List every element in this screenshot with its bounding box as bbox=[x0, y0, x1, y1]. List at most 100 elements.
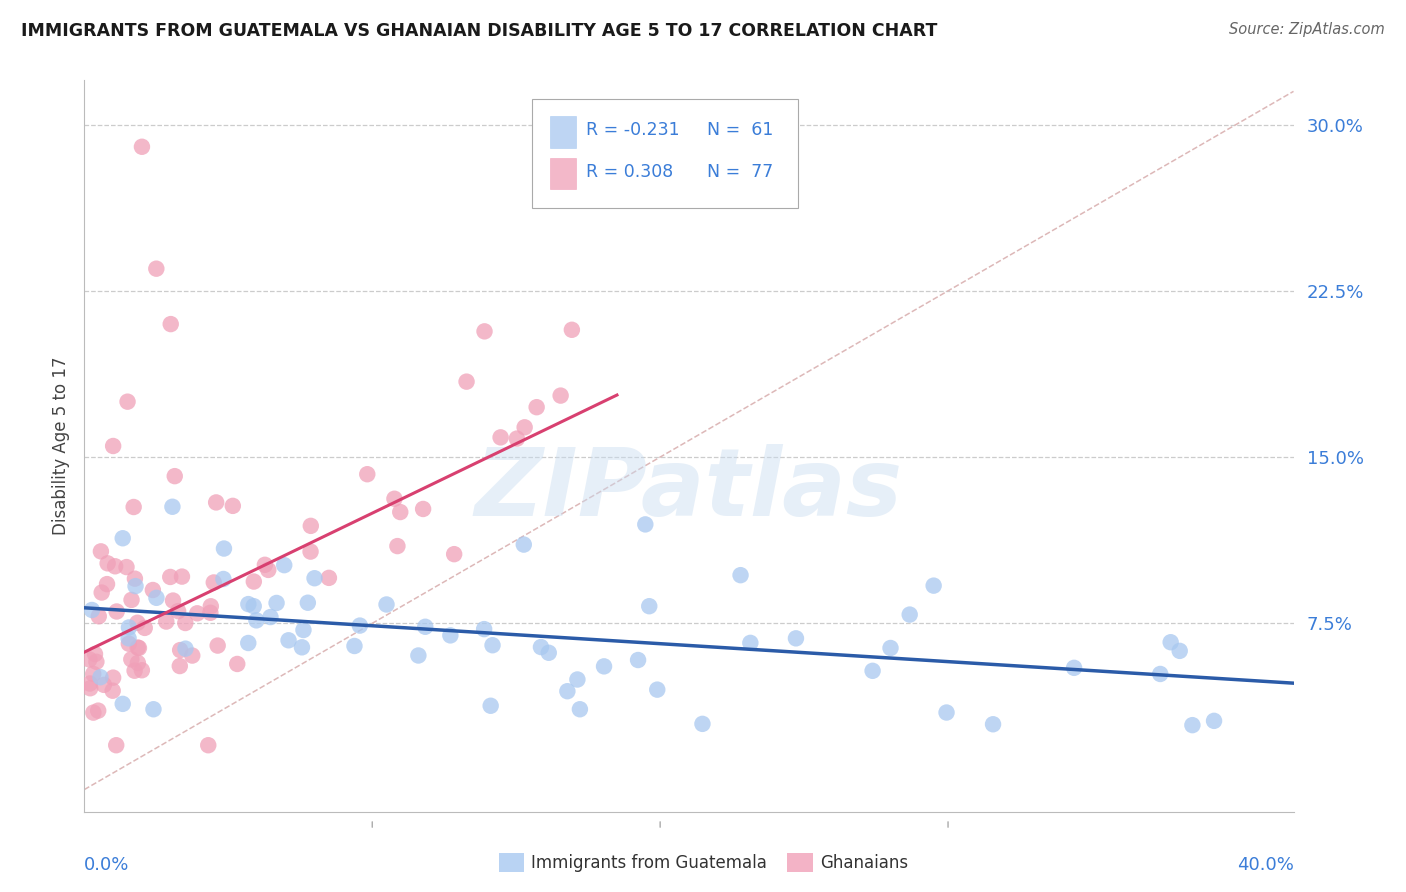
Point bbox=[479, 698, 502, 713]
Point bbox=[163, 469, 186, 483]
FancyBboxPatch shape bbox=[531, 99, 797, 209]
Point bbox=[87, 609, 110, 624]
Point bbox=[117, 394, 139, 409]
Point bbox=[273, 558, 295, 573]
Point bbox=[124, 579, 146, 593]
Point bbox=[86, 655, 108, 669]
Point bbox=[87, 704, 110, 718]
Point bbox=[226, 657, 249, 671]
Point bbox=[550, 388, 572, 402]
Point bbox=[79, 681, 101, 696]
Point bbox=[96, 577, 118, 591]
Point bbox=[124, 664, 146, 678]
Text: Source: ZipAtlas.com: Source: ZipAtlas.com bbox=[1229, 22, 1385, 37]
Point bbox=[243, 574, 266, 589]
Point bbox=[97, 557, 120, 571]
Text: N =  61: N = 61 bbox=[707, 121, 773, 139]
Point bbox=[530, 640, 553, 654]
Point bbox=[90, 544, 112, 558]
Text: Immigrants from Guatemala: Immigrants from Guatemala bbox=[531, 854, 768, 871]
Point bbox=[101, 671, 124, 685]
Point bbox=[245, 613, 267, 627]
Point bbox=[981, 717, 1004, 731]
Point bbox=[104, 559, 127, 574]
Point bbox=[79, 652, 101, 666]
Point bbox=[389, 505, 412, 519]
Point bbox=[131, 140, 153, 154]
Point bbox=[253, 558, 276, 572]
Point bbox=[128, 640, 150, 655]
Point bbox=[197, 738, 219, 752]
Point bbox=[115, 560, 138, 574]
Point bbox=[200, 599, 222, 614]
Point bbox=[101, 683, 124, 698]
Bar bbox=[550, 116, 576, 147]
Text: ZIPatlas: ZIPatlas bbox=[475, 444, 903, 536]
Point bbox=[205, 495, 228, 509]
Point bbox=[692, 717, 714, 731]
Point bbox=[506, 432, 529, 446]
Point bbox=[122, 500, 145, 514]
Point bbox=[526, 400, 548, 414]
Point bbox=[634, 517, 657, 532]
Point bbox=[118, 620, 141, 634]
Point bbox=[202, 575, 225, 590]
Point bbox=[200, 606, 222, 620]
Point bbox=[456, 375, 478, 389]
Point bbox=[170, 569, 193, 583]
Text: 0.0%: 0.0% bbox=[84, 855, 129, 873]
Point bbox=[124, 572, 146, 586]
Point bbox=[384, 491, 406, 506]
Point bbox=[638, 599, 661, 614]
Text: 40.0%: 40.0% bbox=[1237, 855, 1294, 873]
Point bbox=[277, 633, 299, 648]
Y-axis label: Disability Age 5 to 17: Disability Age 5 to 17 bbox=[52, 357, 70, 535]
Point bbox=[82, 706, 104, 720]
Point bbox=[90, 585, 112, 599]
Point bbox=[387, 539, 409, 553]
Point bbox=[174, 615, 197, 630]
Text: N =  77: N = 77 bbox=[707, 162, 773, 181]
Point bbox=[557, 684, 579, 698]
Point bbox=[266, 596, 288, 610]
Point bbox=[118, 637, 141, 651]
Point bbox=[207, 639, 229, 653]
Point bbox=[101, 439, 124, 453]
Point bbox=[120, 652, 142, 666]
Point bbox=[489, 430, 512, 444]
Point bbox=[167, 604, 190, 618]
Point bbox=[111, 697, 134, 711]
Point bbox=[935, 706, 957, 720]
Point bbox=[408, 648, 430, 663]
Text: R = 0.308: R = 0.308 bbox=[586, 162, 673, 181]
Point bbox=[181, 648, 204, 663]
Point bbox=[1149, 667, 1171, 681]
Point bbox=[127, 656, 149, 670]
Point bbox=[375, 598, 398, 612]
Point bbox=[127, 615, 149, 630]
Point bbox=[93, 678, 115, 692]
Point bbox=[174, 641, 197, 656]
Point bbox=[1202, 714, 1225, 728]
Point bbox=[568, 702, 591, 716]
Point bbox=[898, 607, 921, 622]
Point bbox=[304, 571, 326, 585]
Point bbox=[862, 664, 884, 678]
Point bbox=[740, 636, 762, 650]
Point bbox=[134, 621, 156, 635]
Point bbox=[1181, 718, 1204, 732]
Point bbox=[343, 639, 366, 653]
Point bbox=[131, 663, 153, 677]
Point bbox=[145, 591, 167, 605]
Point bbox=[297, 596, 319, 610]
Point bbox=[291, 640, 314, 655]
Point bbox=[127, 640, 149, 655]
Point bbox=[318, 571, 340, 585]
Point bbox=[105, 605, 128, 619]
Point bbox=[162, 500, 184, 514]
Point bbox=[212, 572, 235, 586]
Point bbox=[142, 702, 165, 716]
Point bbox=[567, 673, 589, 687]
Point bbox=[155, 615, 177, 629]
Point bbox=[627, 653, 650, 667]
